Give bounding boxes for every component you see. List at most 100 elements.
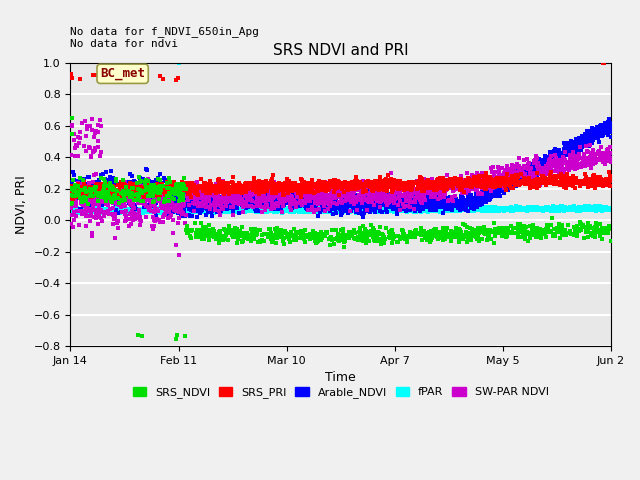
Point <box>350 205 360 213</box>
Point <box>104 206 115 214</box>
Point <box>75 208 85 216</box>
Point <box>287 186 298 194</box>
Point <box>286 206 296 214</box>
Point <box>256 188 266 196</box>
Point <box>118 190 128 197</box>
Point <box>600 152 611 159</box>
Point <box>278 195 289 203</box>
Point <box>319 190 330 197</box>
Point <box>459 179 469 186</box>
Point <box>114 207 124 215</box>
Point <box>74 183 84 191</box>
Point <box>220 233 230 240</box>
Point <box>433 235 444 243</box>
Point <box>253 205 264 213</box>
Point <box>549 147 559 155</box>
Point <box>380 206 390 214</box>
Point <box>396 204 406 212</box>
Point <box>583 148 593 156</box>
Point <box>585 158 595 166</box>
Point <box>520 204 530 212</box>
Point <box>205 207 216 215</box>
Point <box>427 200 437 208</box>
Point <box>472 228 483 236</box>
Point <box>387 191 397 199</box>
Point <box>557 177 567 184</box>
Point <box>211 205 221 213</box>
Point <box>548 178 558 186</box>
Point <box>125 179 135 186</box>
Point <box>188 199 198 207</box>
Point <box>253 207 264 215</box>
Point <box>574 161 584 169</box>
Point <box>234 185 244 193</box>
Point <box>572 205 582 213</box>
Point <box>438 202 449 210</box>
Point <box>116 192 127 200</box>
Point <box>260 204 270 212</box>
Point <box>522 205 532 213</box>
Point <box>496 204 506 212</box>
Point <box>381 187 392 194</box>
Point <box>424 186 434 194</box>
Point <box>204 182 214 190</box>
Point <box>477 179 488 186</box>
Point <box>483 204 493 212</box>
Point <box>424 179 434 186</box>
Point <box>93 195 103 203</box>
Point <box>148 201 159 209</box>
Point <box>556 157 566 165</box>
Point <box>108 185 118 192</box>
Point <box>266 206 276 214</box>
Point <box>401 205 411 213</box>
Point <box>188 207 198 215</box>
Point <box>116 206 127 214</box>
Point <box>342 207 352 215</box>
Point <box>319 189 329 197</box>
Point <box>472 234 483 241</box>
Point <box>163 203 173 210</box>
Point <box>75 208 85 216</box>
Point <box>177 195 187 203</box>
Point <box>368 188 378 195</box>
Point <box>564 174 575 181</box>
Point <box>291 182 301 190</box>
Point <box>73 205 83 213</box>
Point <box>215 206 225 214</box>
Point <box>461 205 472 213</box>
Point <box>285 206 296 214</box>
Point <box>193 191 204 199</box>
Point <box>587 231 597 239</box>
Point <box>220 186 230 194</box>
Point <box>364 191 374 199</box>
Point <box>249 207 259 215</box>
Point <box>332 182 342 190</box>
Point <box>296 205 307 213</box>
Point <box>287 205 297 213</box>
Point <box>177 201 187 208</box>
Point <box>307 204 317 211</box>
Point <box>566 156 576 164</box>
Point <box>83 186 93 193</box>
Point <box>513 205 524 213</box>
Point <box>157 205 167 213</box>
Point <box>198 208 209 216</box>
Point <box>534 169 545 177</box>
Point <box>366 198 376 206</box>
Point <box>440 205 450 213</box>
Point <box>381 198 391 205</box>
Point <box>461 206 472 214</box>
Point <box>111 208 122 216</box>
Point <box>85 186 95 193</box>
Point <box>259 179 269 186</box>
Point <box>431 196 441 204</box>
Point <box>264 192 275 200</box>
Point <box>430 228 440 236</box>
Point <box>572 204 582 212</box>
Point <box>515 179 525 187</box>
Point <box>101 168 111 176</box>
Point <box>292 207 302 215</box>
Point <box>334 238 344 245</box>
Point <box>453 200 463 208</box>
Point <box>466 205 476 213</box>
